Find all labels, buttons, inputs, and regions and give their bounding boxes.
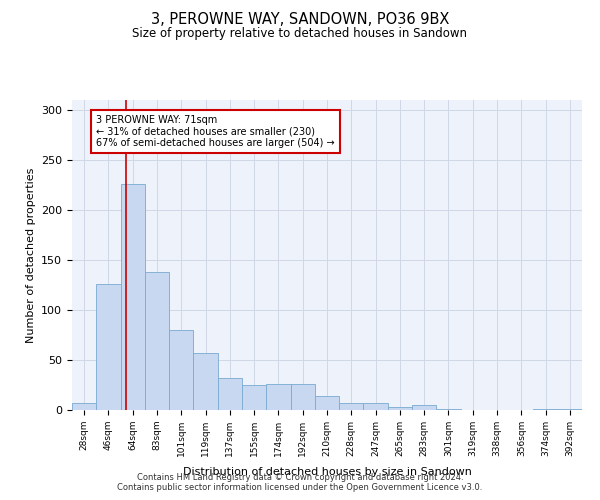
Bar (290, 384, 315, 410)
Bar (558, 409, 582, 410)
Bar (193, 353, 218, 410)
Text: 3 PEROWNE WAY: 71sqm
← 31% of detached houses are smaller (230)
67% of semi-deta: 3 PEROWNE WAY: 71sqm ← 31% of detached h… (96, 115, 335, 148)
Bar (533, 409, 558, 410)
Text: Size of property relative to detached houses in Sandown: Size of property relative to detached ho… (133, 28, 467, 40)
Bar (145, 272, 169, 410)
Bar (339, 403, 364, 410)
Y-axis label: Number of detached properties: Number of detached properties (26, 168, 35, 342)
Text: Contains HM Land Registry data © Crown copyright and database right 2024.: Contains HM Land Registry data © Crown c… (137, 474, 463, 482)
Bar (121, 184, 145, 410)
Bar (169, 330, 193, 410)
Bar (218, 378, 242, 410)
Text: Contains public sector information licensed under the Open Government Licence v3: Contains public sector information licen… (118, 484, 482, 492)
Bar (266, 384, 290, 410)
Bar (364, 403, 388, 410)
Text: 3, PEROWNE WAY, SANDOWN, PO36 9BX: 3, PEROWNE WAY, SANDOWN, PO36 9BX (151, 12, 449, 28)
Bar (412, 405, 436, 410)
Bar (315, 396, 339, 410)
Bar (96, 284, 121, 410)
Bar (436, 409, 461, 410)
Bar (388, 407, 412, 410)
X-axis label: Distribution of detached houses by size in Sandown: Distribution of detached houses by size … (182, 467, 472, 477)
Bar (242, 385, 266, 410)
Bar (72, 403, 96, 410)
